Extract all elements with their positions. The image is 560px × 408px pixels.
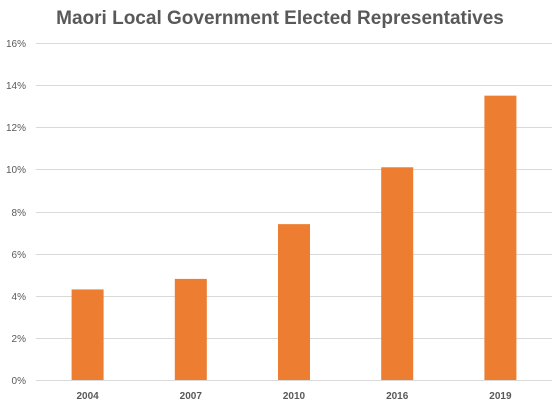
x-tick-label: 2010 bbox=[283, 391, 306, 402]
x-tick-label: 2019 bbox=[489, 391, 512, 402]
y-tick-label: 8% bbox=[12, 208, 27, 219]
x-tick-label: 2007 bbox=[180, 391, 203, 402]
bar bbox=[71, 289, 104, 380]
y-tick-label: 2% bbox=[12, 334, 27, 345]
x-tick-label: 2004 bbox=[76, 391, 99, 402]
chart-title: Maori Local Government Elected Represent… bbox=[56, 8, 504, 29]
y-tick-label: 4% bbox=[12, 292, 27, 303]
y-tick-label: 12% bbox=[6, 123, 26, 134]
x-tick-label: 2016 bbox=[386, 391, 409, 402]
bar bbox=[484, 95, 517, 380]
y-tick-label: 0% bbox=[12, 376, 27, 387]
y-tick-label: 6% bbox=[12, 250, 27, 261]
bar bbox=[381, 167, 414, 380]
bar bbox=[174, 278, 207, 380]
y-tick-label: 10% bbox=[6, 165, 26, 176]
bar bbox=[278, 224, 310, 380]
y-tick-label: 14% bbox=[6, 81, 26, 92]
y-tick-label: 16% bbox=[6, 39, 26, 50]
